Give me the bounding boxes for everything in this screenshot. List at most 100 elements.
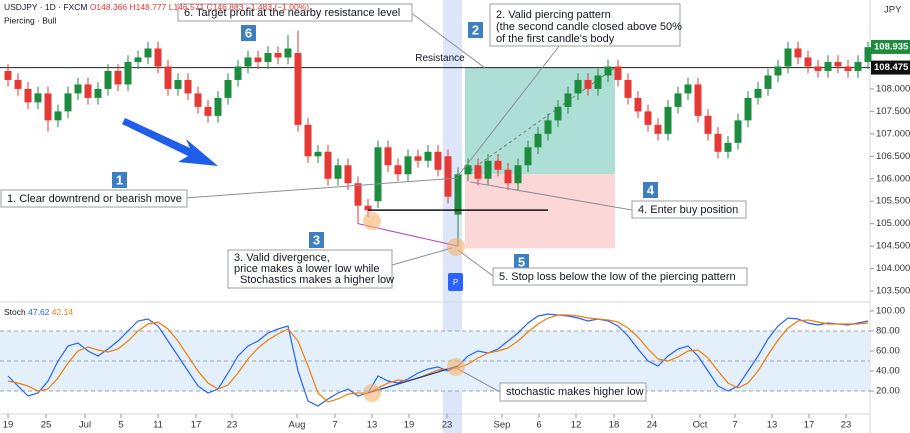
note-text: stochastic makes higher low	[506, 386, 644, 398]
y-tick-label: 108.000	[876, 83, 910, 94]
trend-arrow	[122, 118, 218, 166]
candle-body	[584, 79, 592, 89]
candle-body	[54, 111, 62, 121]
candle-body	[654, 124, 662, 134]
stoch-d-readout: 42.14	[52, 307, 74, 317]
y-tick-label: 20.00	[876, 386, 900, 397]
highlight-circle	[363, 384, 381, 402]
candle-body	[254, 57, 262, 62]
pattern-marker	[448, 273, 463, 291]
candle-body	[124, 61, 132, 85]
note-box	[177, 3, 413, 22]
note-text: (the second candle closed above 50%	[496, 21, 682, 33]
candle-body	[784, 48, 792, 67]
highlight-circle	[363, 212, 381, 230]
candle-body	[744, 97, 752, 121]
x-tick-label: 13	[767, 420, 778, 431]
x-tick-label: 23	[227, 420, 238, 431]
candle-body	[574, 79, 582, 94]
leader	[457, 44, 561, 177]
note-box	[227, 249, 393, 289]
candle-body	[414, 156, 422, 161]
x-tick-label: 24	[647, 420, 658, 431]
stoch-divergence	[367, 365, 459, 394]
candle-body	[544, 120, 552, 134]
y-tick-label: 106.000	[876, 173, 910, 184]
candle-body	[824, 61, 832, 71]
candle-body	[264, 52, 272, 62]
badge	[514, 254, 529, 270]
candle-body	[774, 66, 782, 76]
candle-body	[84, 84, 92, 98]
badge	[468, 22, 483, 38]
badge	[112, 172, 127, 188]
badge-text: 1	[116, 172, 123, 187]
price-tag	[871, 39, 910, 54]
candle-body	[284, 48, 292, 58]
x-tick-label: 17	[191, 420, 202, 431]
candle-body	[614, 66, 622, 80]
price-tag-label: 108.935	[874, 41, 909, 52]
note-text: price makes a lower low while	[234, 263, 380, 275]
note-text: Stochastics makes a higher low	[240, 274, 394, 286]
candle-body	[724, 142, 732, 152]
x-tick-label: 18	[609, 420, 620, 431]
leader	[184, 177, 459, 199]
ohlc-readout: O148.366 H148.777 L146.571 C146.883 −1.4…	[90, 2, 309, 12]
leader	[457, 368, 501, 393]
pattern-marker-text: P	[453, 278, 458, 287]
stoch-line	[7, 314, 869, 403]
candle-body	[624, 79, 632, 98]
candle-body	[844, 66, 852, 71]
candle-body	[674, 93, 682, 107]
stoch-line	[7, 313, 869, 407]
note-text: 1. Clear downtrend or bearish move	[7, 193, 182, 205]
candle-body	[304, 124, 312, 157]
y-tick-label: 80.00	[876, 326, 900, 337]
candle-body	[324, 151, 332, 179]
badge-text: 2	[472, 22, 479, 37]
candle-body	[194, 93, 202, 107]
candle-body	[504, 169, 512, 184]
candle-body	[144, 48, 152, 58]
price-tag-label: 108.475	[874, 62, 909, 73]
note-box	[489, 3, 681, 47]
x-tick-label: 13	[367, 420, 378, 431]
symbol: USDJPY · 1D · FXCM	[4, 2, 87, 12]
leader	[409, 11, 486, 69]
candle-body	[114, 70, 122, 85]
leader	[391, 247, 453, 266]
target-path	[464, 67, 616, 175]
candle-body	[174, 79, 182, 89]
note-text: of the first candle's body	[496, 33, 615, 45]
x-tick-label: 25	[41, 420, 52, 431]
candle-body	[4, 70, 12, 80]
candle-body	[684, 84, 692, 94]
candle-body	[274, 52, 282, 58]
candle-body	[484, 160, 492, 179]
candle-body	[44, 93, 52, 121]
x-tick-label: 19	[3, 420, 14, 431]
candle-body	[474, 165, 482, 179]
x-tick-label: 19	[404, 420, 415, 431]
candle-body	[244, 57, 252, 67]
header: USDJPY · 1D · FXCM O148.366 H148.777 L14…	[4, 2, 309, 12]
candle-body	[534, 133, 542, 148]
y-tick-label: 105.000	[876, 218, 910, 229]
candle-body	[594, 75, 602, 89]
highlight-circle	[447, 358, 465, 376]
badge	[241, 25, 256, 41]
candle-body	[764, 75, 772, 89]
badge-text: 6	[245, 25, 252, 40]
candle-body	[344, 165, 352, 184]
candle-body	[734, 120, 742, 143]
currency: JPY	[884, 5, 902, 16]
y-tick-label: 103.500	[876, 286, 910, 297]
candle-body	[14, 79, 22, 89]
candle-body	[854, 61, 862, 71]
background	[443, 0, 462, 433]
price-tag	[871, 60, 910, 75]
x-tick-label: 6	[536, 420, 541, 431]
candle-body	[224, 79, 232, 98]
note-text: 4. Enter buy position	[638, 204, 738, 216]
